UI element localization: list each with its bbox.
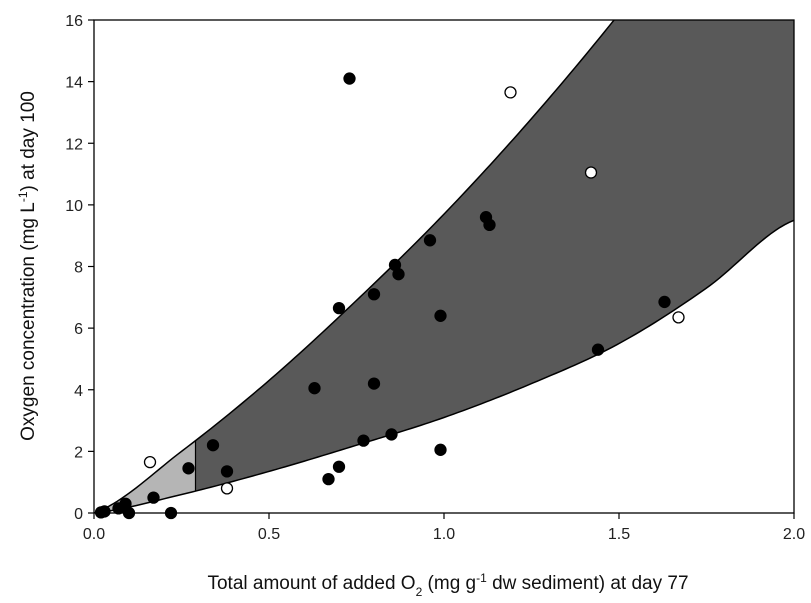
axes: 0.0 0.5 1.0 1.5 2.0 0 2 4 6 8 10 12 14 16 <box>65 13 805 543</box>
y-tick-label: 12 <box>65 136 83 153</box>
band-regions <box>94 20 794 513</box>
data-point-filled <box>182 462 195 475</box>
data-point-filled <box>392 268 405 281</box>
y-tick-label: 14 <box>65 75 83 92</box>
data-point-filled <box>164 506 178 520</box>
data-point-filled <box>367 288 381 301</box>
y-tick-label: 6 <box>74 321 83 338</box>
data-point-filled <box>483 218 496 232</box>
x-tick-label: 1.0 <box>433 526 455 543</box>
data-point-filled <box>206 439 220 452</box>
data-point-filled <box>434 443 447 456</box>
data-point-open <box>672 311 685 324</box>
data-point-filled <box>147 491 160 504</box>
upper-boundary-curve <box>94 20 616 513</box>
light-region <box>94 440 196 513</box>
data-point-open <box>584 166 598 179</box>
data-point-open <box>143 456 157 469</box>
x-tick-label: 0.5 <box>258 526 280 543</box>
data-point-open <box>504 86 517 99</box>
data-point-filled <box>658 295 671 309</box>
dark-region <box>195 20 794 492</box>
data-point-filled <box>591 343 605 356</box>
data-point-filled <box>332 460 346 473</box>
data-point-filled <box>332 301 346 315</box>
data-point-filled <box>385 428 398 441</box>
data-point-open <box>220 482 234 495</box>
y-axis-label: Oxygen concentration (mg L-1) at day 100 <box>16 91 39 441</box>
y-tick-label: 8 <box>74 260 83 277</box>
y-tick-label: 10 <box>65 198 83 215</box>
data-point-filled <box>122 506 136 520</box>
y-tick-label: 4 <box>74 383 83 400</box>
data-points <box>94 72 685 520</box>
data-point-filled <box>220 465 234 478</box>
data-point-filled <box>322 472 335 486</box>
data-point-filled <box>434 309 447 322</box>
y-tick-label: 16 <box>65 13 83 30</box>
y-tick-label: 2 <box>74 444 83 461</box>
data-point-filled <box>367 377 381 390</box>
data-point-filled <box>308 382 321 395</box>
data-point-filled <box>357 434 370 447</box>
data-point-filled <box>98 505 111 518</box>
lower-boundary-curve <box>94 219 794 513</box>
y-tick-label: 0 <box>74 506 83 523</box>
data-point-filled <box>343 72 356 85</box>
x-tick-label: 1.5 <box>608 526 630 543</box>
data-point-filled <box>423 234 437 247</box>
x-tick-label: 0.0 <box>83 526 105 543</box>
x-axis-label: Total amount of added O2 (mg g-1 dw sedi… <box>207 571 688 599</box>
x-tick-label: 2.0 <box>783 526 805 543</box>
